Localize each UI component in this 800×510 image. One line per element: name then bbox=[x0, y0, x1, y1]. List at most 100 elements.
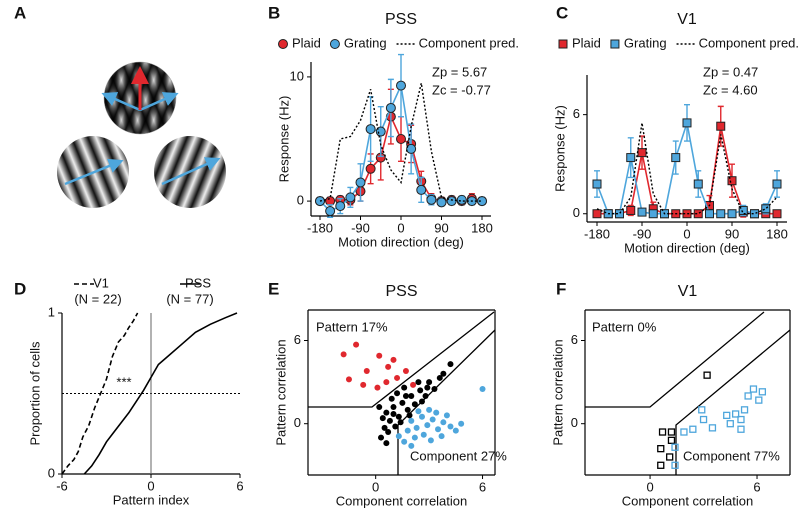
y-tick-label: 0 bbox=[573, 205, 580, 220]
data-point bbox=[438, 433, 445, 440]
data-point bbox=[365, 163, 376, 174]
x-tick-label: -180 bbox=[584, 226, 610, 241]
data-point bbox=[408, 442, 415, 449]
data-point bbox=[479, 386, 486, 393]
data-point bbox=[390, 356, 397, 363]
data-point bbox=[443, 412, 450, 419]
x-axis-label: Motion direction (deg) bbox=[338, 234, 464, 249]
data-point bbox=[666, 453, 674, 461]
x-tick-label: -180 bbox=[307, 220, 333, 235]
data-point bbox=[417, 387, 424, 394]
y-tick-label: 1 bbox=[48, 304, 55, 319]
data-point bbox=[376, 404, 383, 411]
data-point bbox=[365, 124, 376, 135]
data-point bbox=[761, 204, 771, 214]
data-point bbox=[390, 404, 397, 411]
data-point bbox=[376, 352, 383, 359]
data-point bbox=[667, 436, 676, 444]
boundary-line bbox=[397, 329, 496, 475]
data-point bbox=[667, 428, 676, 436]
chart-title: V1 bbox=[678, 283, 698, 300]
x-tick-label: 0 bbox=[646, 479, 653, 494]
data-point bbox=[456, 194, 467, 205]
panel-label: C bbox=[556, 3, 568, 22]
data-point bbox=[395, 413, 402, 420]
data-point bbox=[353, 341, 360, 348]
data-point bbox=[452, 427, 459, 434]
data-point bbox=[440, 370, 447, 377]
data-point bbox=[402, 368, 409, 375]
data-point bbox=[431, 386, 438, 393]
data-point bbox=[415, 408, 422, 415]
data-point bbox=[383, 379, 390, 386]
data-point bbox=[383, 440, 390, 447]
series-line bbox=[596, 122, 778, 215]
legend-count: (N = 77) bbox=[166, 291, 213, 306]
data-point bbox=[411, 434, 418, 441]
data-point bbox=[447, 361, 454, 368]
data-point bbox=[395, 433, 402, 440]
x-tick-label: -6 bbox=[56, 478, 68, 493]
data-point bbox=[392, 423, 399, 430]
legend-label: Component pred. bbox=[419, 35, 519, 50]
data-point bbox=[374, 384, 381, 391]
y-axis-label: Response (Hz) bbox=[276, 96, 291, 183]
data-point bbox=[458, 420, 465, 427]
data-point bbox=[699, 415, 708, 424]
data-point bbox=[440, 419, 447, 426]
data-point bbox=[396, 134, 406, 144]
legend-label: Plaid bbox=[572, 35, 601, 50]
data-point bbox=[723, 411, 731, 420]
data-point bbox=[345, 192, 356, 203]
x-axis-label: Motion direction (deg) bbox=[624, 240, 750, 255]
data-point bbox=[406, 143, 417, 154]
data-point bbox=[737, 425, 745, 433]
legend-label: V1 bbox=[93, 275, 109, 290]
series-line bbox=[319, 82, 482, 202]
data-point bbox=[615, 209, 624, 219]
data-point bbox=[626, 205, 636, 215]
data-point bbox=[385, 363, 392, 370]
legend-swatch bbox=[558, 39, 568, 49]
y-tick-label: 10 bbox=[290, 68, 304, 83]
y-axis-label: Pattern correlation bbox=[273, 339, 288, 445]
data-point bbox=[386, 417, 393, 424]
data-point bbox=[363, 368, 370, 375]
data-point bbox=[388, 395, 395, 402]
x-tick-label: 90 bbox=[434, 220, 448, 235]
data-point bbox=[406, 412, 413, 419]
data-point bbox=[394, 390, 401, 397]
x-axis-label: Component correlation bbox=[622, 493, 754, 508]
data-point bbox=[750, 209, 759, 219]
x-axis-label: Pattern index bbox=[113, 492, 190, 507]
data-point bbox=[381, 424, 388, 431]
data-point bbox=[446, 196, 457, 207]
x-tick-label: 0 bbox=[683, 226, 690, 241]
legend-label: Grating bbox=[344, 35, 387, 50]
x-tick-label: -90 bbox=[351, 220, 370, 235]
data-point bbox=[426, 406, 433, 413]
x-tick-label: 0 bbox=[397, 220, 404, 235]
data-point bbox=[426, 379, 433, 386]
data-point bbox=[657, 461, 665, 469]
annotation: Zp = 5.67 bbox=[432, 64, 487, 79]
data-point bbox=[401, 384, 408, 391]
data-point bbox=[424, 384, 431, 391]
data-point bbox=[383, 409, 390, 416]
panel-label: E bbox=[268, 279, 279, 298]
chart-title: PSS bbox=[385, 11, 417, 28]
data-point bbox=[436, 374, 443, 381]
data-point bbox=[360, 381, 367, 388]
annotation: Pattern 0% bbox=[592, 319, 657, 334]
data-point bbox=[740, 406, 749, 414]
data-point bbox=[422, 392, 429, 399]
data-point bbox=[749, 385, 758, 393]
data-point bbox=[378, 434, 385, 441]
chart-title: PSS bbox=[385, 283, 417, 300]
data-point bbox=[727, 209, 737, 219]
data-point bbox=[418, 413, 425, 420]
data-point bbox=[379, 415, 386, 422]
data-point bbox=[708, 424, 717, 432]
data-point bbox=[592, 179, 602, 189]
data-point bbox=[399, 399, 406, 406]
